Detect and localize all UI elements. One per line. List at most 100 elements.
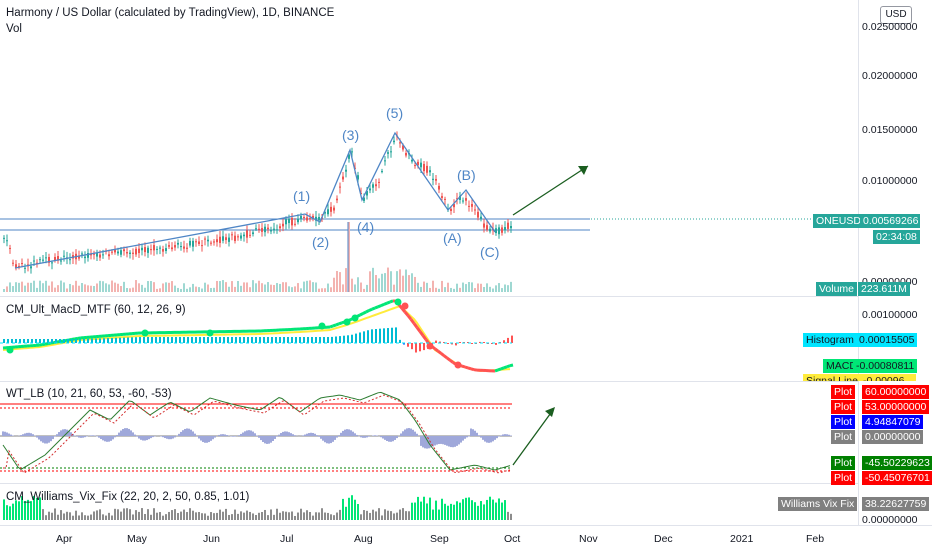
histogram-bar	[343, 335, 345, 343]
candle-body	[228, 237, 230, 242]
vix-bar	[246, 510, 248, 520]
volume-bar	[183, 283, 185, 292]
candle-body	[126, 252, 128, 254]
vix-bar	[162, 515, 164, 520]
histogram-bar	[367, 330, 369, 343]
vix-bar	[363, 510, 365, 520]
vix-bar	[213, 513, 215, 520]
vix-bar	[42, 509, 44, 520]
vix-axis-label: 0.00000000	[862, 514, 918, 526]
candle-body	[156, 248, 158, 250]
vix-indicator-title[interactable]: CM_Williams_Vix_Fix (22, 20, 2, 50, 0.85…	[6, 491, 250, 503]
volume-bar	[510, 281, 512, 292]
candle-body	[417, 161, 419, 166]
macd-line-segment	[400, 307, 407, 313]
macd-indicator-title[interactable]: CM_Ult_MacD_MTF (60, 12, 26, 9)	[6, 304, 186, 316]
vix-bar	[81, 512, 83, 520]
volume-bar	[240, 285, 242, 292]
candle-body	[240, 235, 242, 239]
currency-button[interactable]: USD	[880, 6, 912, 24]
volume-bar	[261, 283, 263, 292]
candle-body	[54, 256, 56, 261]
candle-body	[120, 250, 122, 255]
volume-tag-value: 223.611M	[858, 282, 910, 296]
pane-divider-3[interactable]	[0, 483, 858, 484]
histogram-bar	[251, 337, 253, 343]
vix-bar	[429, 497, 431, 520]
candle-body	[426, 165, 428, 173]
time-axis-label: Sep	[430, 533, 449, 545]
volume-bar	[33, 280, 35, 292]
volume-bar	[234, 286, 236, 292]
volume-bar	[273, 284, 275, 292]
vix-bar	[195, 512, 197, 520]
histogram-bar	[227, 337, 229, 343]
candle-body	[267, 227, 269, 230]
macd-line-segment	[494, 368, 499, 373]
signal-tag-label: Signal Line	[803, 374, 861, 381]
vix-bar	[432, 509, 434, 520]
histogram-bar	[31, 339, 33, 343]
vix-bar	[273, 514, 275, 520]
volume-bar	[78, 285, 80, 292]
histogram-bar	[471, 343, 473, 344]
vix-bar	[450, 503, 452, 520]
vix-bar	[96, 510, 98, 520]
volume-bar	[51, 281, 53, 292]
vix-bar	[303, 512, 305, 520]
vix-bar	[33, 496, 35, 520]
candle-body	[15, 264, 17, 268]
macd-line-segment	[368, 307, 373, 312]
candle-body	[39, 259, 41, 261]
candle-body	[48, 257, 50, 263]
macd-line-segment	[470, 367, 475, 372]
vix-bar	[186, 512, 188, 520]
pane-divider-1[interactable]	[0, 296, 858, 297]
volume-bar	[504, 284, 506, 292]
vix-bar	[492, 499, 494, 520]
volume-bar	[384, 273, 386, 292]
volume-bar	[264, 284, 266, 292]
candle-body	[6, 240, 8, 242]
candle-body	[378, 181, 380, 183]
vix-bar	[351, 495, 353, 520]
histogram-bar	[243, 337, 245, 343]
volume-bar	[378, 278, 380, 292]
vix-bar	[12, 503, 14, 520]
volume-bar	[453, 288, 455, 292]
wt-plot-tag-value: 53.00000000	[862, 400, 930, 414]
vix-bar	[447, 505, 449, 520]
wt-indicator-title[interactable]: WT_LB (10, 21, 60, 53, -60, -53)	[6, 388, 172, 400]
vix-bar	[249, 511, 251, 520]
chart-title[interactable]: Harmony / US Dollar (calculated by Tradi…	[6, 7, 335, 19]
vix-bar	[474, 502, 476, 520]
candle-body	[420, 162, 422, 168]
volume-bar	[54, 287, 56, 292]
vix-bar	[309, 512, 311, 520]
vix-bar	[399, 509, 401, 520]
candle-body	[414, 165, 416, 167]
candle-body	[9, 247, 11, 249]
volume-bar	[354, 284, 356, 292]
vix-bar	[6, 505, 8, 520]
candle-body	[261, 228, 263, 232]
volume-bar	[69, 283, 71, 292]
candle-body	[99, 254, 101, 258]
candle-body	[132, 252, 134, 254]
time-axis-label: Apr	[56, 533, 73, 545]
vix-bar	[441, 498, 443, 520]
candle-body	[309, 218, 311, 220]
pane-divider-2[interactable]	[0, 381, 858, 382]
histogram-bar	[111, 337, 113, 343]
histogram-bar	[299, 337, 301, 343]
candle-body	[249, 234, 251, 236]
volume-indicator-title[interactable]: Vol	[6, 23, 22, 35]
candle-body	[21, 263, 23, 265]
histogram-bar	[339, 336, 341, 343]
vix-bar	[411, 502, 413, 520]
vix-bar	[480, 501, 482, 520]
candle-body	[453, 203, 455, 208]
volume-bar	[6, 286, 8, 292]
vix-bar	[120, 511, 122, 520]
